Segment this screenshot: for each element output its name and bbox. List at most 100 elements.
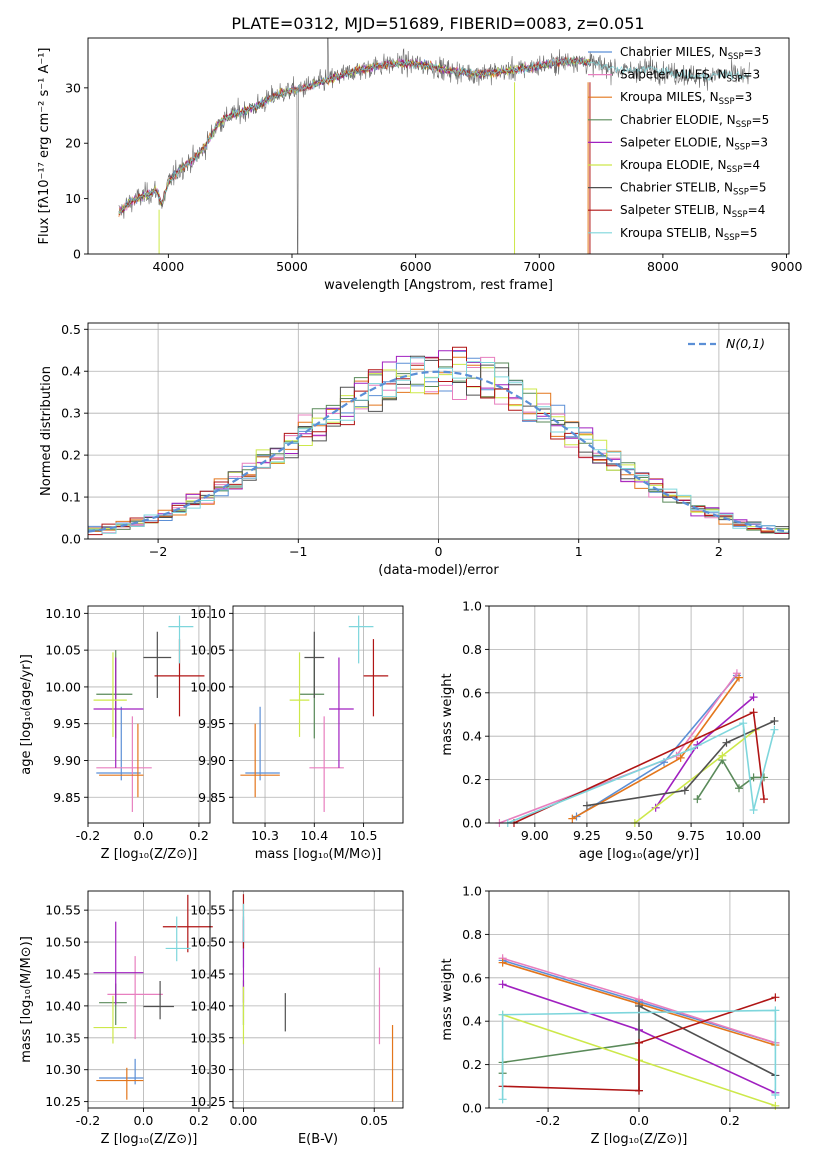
legend-subscript: SSP <box>728 52 744 62</box>
weight-marker <box>498 1010 507 1019</box>
axes-frame <box>232 890 404 1109</box>
x-tick-label: 7000 <box>523 259 555 274</box>
gaussian-legend-label: N(0,1) <box>726 336 765 351</box>
y-tick-label: 20 <box>65 136 81 151</box>
y-tick-label: 10.25 <box>45 1094 81 1109</box>
y-tick-label: 10.30 <box>190 1062 226 1077</box>
x-tick-label: 0.2 <box>189 1113 209 1128</box>
legend-value: =3 <box>750 135 768 149</box>
x-tick-label: 8000 <box>647 259 679 274</box>
weight-line <box>501 1009 777 1100</box>
weight-line <box>586 720 775 807</box>
legend-value: =3 <box>744 45 762 59</box>
weight-marker <box>771 993 780 1002</box>
figure-title: PLATE=0312, MJD=51689, FIBERID=0083, z=0… <box>231 14 644 33</box>
legend-entry: Kroupa ELODIE, NSSP=4 <box>620 158 760 175</box>
y-tick-label: 30 <box>65 80 81 95</box>
legend-subscript: SSP <box>727 165 743 175</box>
legend-value: =4 <box>742 158 760 172</box>
errorbars-mass_vs_ebv <box>242 894 394 1102</box>
x-tick-label: 0.0 <box>134 828 154 843</box>
y-tick-label: 0 <box>73 247 81 262</box>
weight-marker <box>735 784 743 793</box>
y-tick-label: 10.00 <box>45 679 81 694</box>
y-tick-label: 10.35 <box>45 1030 81 1045</box>
legend-subscript: SSP <box>736 120 752 130</box>
legend-subscript: SSP <box>732 210 748 220</box>
axes-frame <box>87 37 790 255</box>
legend-entry: Salpeter STELIB, NSSP=4 <box>620 203 765 220</box>
y-tick-label: 10.00 <box>190 679 226 694</box>
y-tick-label: 0.6 <box>462 685 482 700</box>
x-tick-label: 0.0 <box>134 1113 154 1128</box>
x-tick-label: 6000 <box>400 259 432 274</box>
x-axis-label: Z [log₁₀(Z/Z⊙)] <box>101 1132 198 1147</box>
weight-marker <box>749 708 758 717</box>
y-tick-label: 9.85 <box>198 790 226 805</box>
model-spectrum-line <box>118 57 750 215</box>
y-tick-label: 0.0 <box>462 1101 482 1116</box>
weight-marker <box>749 693 758 702</box>
x-tick-label: -0.2 <box>536 1113 560 1128</box>
legend-value: =3 <box>735 90 753 104</box>
legend-entry: Kroupa STELIB, NSSP=5 <box>620 226 758 243</box>
weight-marker <box>749 805 758 814</box>
weight-marker <box>498 980 507 989</box>
x-tick-label: 10.4 <box>300 828 328 843</box>
y-tick-label: 10.40 <box>45 998 81 1013</box>
x-axis-label: age [log₁₀(age/yr)] <box>579 847 700 862</box>
weight-marker <box>582 801 591 810</box>
x-tick-label: -0.2 <box>76 1113 100 1128</box>
y-tick-label: 0.1 <box>61 490 81 505</box>
y-axis-label: mass weight <box>440 958 455 1040</box>
x-tick-label: 1 <box>575 544 583 559</box>
y-tick-label: 10.10 <box>45 606 81 621</box>
plot-layer: 4000 5000 6000 7000 8000 90000102030wavelengt… <box>19 37 803 1147</box>
y-tick-label: 10.40 <box>190 998 226 1013</box>
y-tick-label: 9.95 <box>53 716 81 731</box>
x-tick-label: 9.00 <box>521 828 549 843</box>
x-axis-label: Z [log₁₀(Z/Z⊙)] <box>591 1132 688 1147</box>
weight-marker <box>680 786 689 795</box>
weight-marker <box>722 738 731 747</box>
errorbars-age_vs_mass <box>240 615 389 812</box>
gaussian-curve <box>87 370 790 533</box>
y-tick-label: 0.4 <box>61 364 81 379</box>
x-tick-label: 9.50 <box>625 828 653 843</box>
y-tick-label: 10.45 <box>45 966 81 981</box>
y-tick-label: 10.55 <box>45 903 81 918</box>
y-tick-label: 10.25 <box>190 1094 226 1109</box>
legend-value: =5 <box>749 181 767 195</box>
y-tick-label: 9.85 <box>53 790 81 805</box>
weight-marker <box>771 1101 780 1110</box>
weight-marker <box>498 958 507 967</box>
x-tick-label: −2 <box>149 544 167 559</box>
frame-mass_vs_Z: -0.2 0.0 0.2 10.25 10.30 10.35 10.40 10.45 10.50… <box>19 890 211 1147</box>
y-tick-label: 10.35 <box>190 1030 226 1045</box>
x-tick-label: 9.25 <box>573 828 601 843</box>
weight-marker <box>771 1090 780 1099</box>
legend-subscript: SSP <box>719 97 735 107</box>
frame-residuals: −2 −1 0 1 2 0.0 0.1 0.2 0.3 0.4 0.5 (data-model)/er… <box>39 322 790 578</box>
x-tick-label: 0.05 <box>360 1113 388 1128</box>
y-tick-label: 10.50 <box>190 935 226 950</box>
y-tick-label: 0.3 <box>61 406 81 421</box>
weight-marker <box>770 717 779 726</box>
y-axis-label: Normed distribution <box>39 366 54 496</box>
y-axis-label: age [log₁₀(age/yr)] <box>19 654 34 775</box>
frame-age_vs_Z: -0.2 0.0 0.2 9.85 9.90 9.95 10.00 10.05 10.10 Z [… <box>19 605 211 862</box>
weight-marker <box>749 773 758 782</box>
y-tick-label: 0.8 <box>462 642 482 657</box>
errorbars-mass_vs_Z <box>93 894 213 1100</box>
axes-frame <box>232 605 404 824</box>
y-tick-label: 0.0 <box>61 532 81 547</box>
y-tick-label: 9.90 <box>198 753 226 768</box>
x-tick-label: 10.5 <box>350 828 378 843</box>
legend: Chabrier MILES, NSSP=3 Salpeter MILES, NS… <box>588 45 769 243</box>
y-tick-label: 10.05 <box>45 643 81 658</box>
legend-subscript: SSP <box>734 142 750 152</box>
x-tick-label: 9000 <box>771 259 803 274</box>
legend-entry: Salpeter MILES, NSSP=3 <box>620 68 760 85</box>
